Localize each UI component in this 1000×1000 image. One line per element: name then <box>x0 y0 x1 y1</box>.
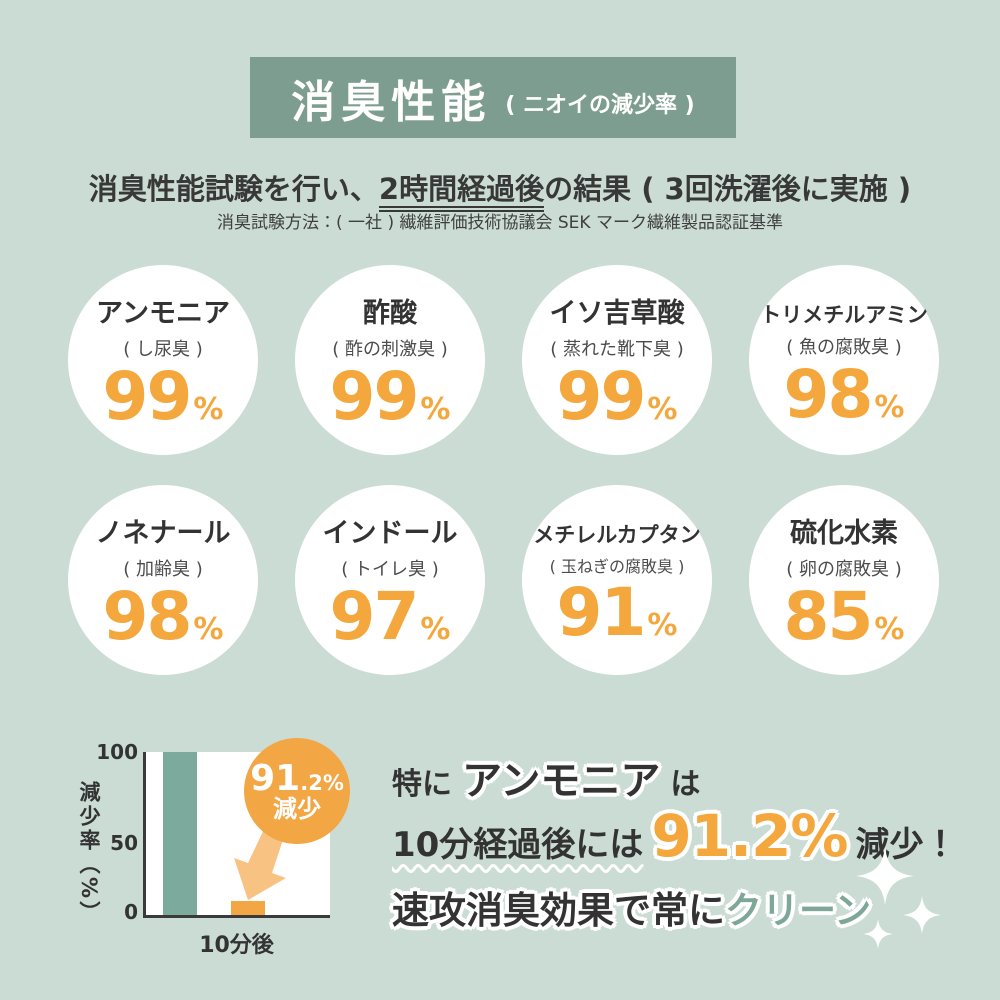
odor-name: 酢酸 <box>363 298 417 329</box>
stat-circle-ammonia: アンモニア ( し尿臭 ) 99% <box>68 265 258 455</box>
sparkle-icon <box>903 896 941 934</box>
odor-source: ( 酢の刺激臭 ) <box>332 338 448 360</box>
reduction-percent: 98% <box>783 356 905 434</box>
stat-circle-trimethylamine: トリメチルアミン ( 魚の腐敗臭 ) 98% <box>749 265 939 455</box>
feature-line-3: 速攻消臭効果で常に クリーン <box>392 880 871 934</box>
odor-name: メチレルカプタン <box>533 523 701 547</box>
odor-source: ( トイレ臭 ) <box>341 558 439 580</box>
odor-source: ( 魚の腐敗臭 ) <box>786 337 902 359</box>
odor-source: ( 卵の腐敗臭 ) <box>786 558 902 580</box>
bar-initial <box>163 752 197 915</box>
ammonia-reduction-chart: 減少率（%） 100 50 0 91.2% 減少 10分後 <box>60 715 370 970</box>
feature-line-1: 特に アンモニア は <box>392 748 700 806</box>
reduction-percent: 99% <box>556 357 678 435</box>
reduction-percent: 99% <box>329 357 451 435</box>
y-tick-50: 50 <box>110 831 138 855</box>
y-tick-100: 100 <box>96 740 138 764</box>
stat-circle-methyl-mercaptan: メチレルカプタン ( 玉ねぎの腐敗臭 ) 91% <box>522 485 712 675</box>
sparkle-icon <box>856 847 914 905</box>
header-badge: 消臭性能 ( ニオイの減少率 ) <box>250 57 736 138</box>
reduction-percent: 97% <box>329 577 451 655</box>
odor-source: ( 加齢臭 ) <box>123 558 203 580</box>
odor-name: ノネナール <box>95 518 231 549</box>
stat-circle-isovaleric-acid: イソ吉草酸 ( 蒸れた靴下臭 ) 99% <box>522 265 712 455</box>
odor-name: 硫化水素 <box>790 518 898 549</box>
feature-emphasis-ammonia: アンモニア <box>462 758 661 804</box>
bar-after-10min <box>231 900 265 915</box>
lead-before: 消臭性能試験を行い、 <box>88 172 379 206</box>
odor-source: ( し尿臭 ) <box>123 338 203 360</box>
odor-name: イソ吉草酸 <box>549 298 685 329</box>
annotation-label: 減少 <box>273 795 321 824</box>
y-tick-0: 0 <box>124 900 138 924</box>
stat-circle-acetic-acid: 酢酸 ( 酢の刺激臭 ) 99% <box>295 265 485 455</box>
feature-wavy-text: 10分経過後には <box>392 825 644 865</box>
odor-name: トリメチルアミン <box>760 303 928 327</box>
annotation-value: 91.2% <box>250 757 344 799</box>
odor-source: ( 蒸れた靴下臭 ) <box>550 338 684 360</box>
lead-after: の結果 ( 3回洗濯後に実施 ) <box>544 172 912 206</box>
x-axis-label: 10分後 <box>199 933 274 958</box>
stat-circle-indole: インドール ( トイレ臭 ) 97% <box>295 485 485 675</box>
page-subtitle: ( ニオイの減少率 ) <box>505 92 695 118</box>
feature-line-2: 10分経過後には 91.2% 減少！ <box>392 802 958 870</box>
sparkle-icon <box>863 919 893 949</box>
reduction-percent: 99% <box>102 357 224 435</box>
odor-source: ( 玉ねぎの腐敗臭 ) <box>549 557 685 577</box>
reduction-annotation-badge: 91.2% 減少 <box>244 738 350 844</box>
test-method-note: 消臭試験方法：( 一社 ) 繊維評価技術協議会 SEK マーク繊維製品認証基準 <box>217 213 783 233</box>
reduction-percent: 91% <box>556 574 678 652</box>
odor-name: インドール <box>322 518 458 549</box>
stat-circle-nonenal: ノネナール ( 加齢臭 ) 98% <box>68 485 258 675</box>
page-title: 消臭性能 <box>291 76 492 128</box>
reduction-percent: 85% <box>783 577 905 655</box>
odor-name: アンモニア <box>96 298 230 329</box>
y-axis-label: 減少率（%） <box>77 781 101 926</box>
feature-percent-value: 91.2% <box>651 802 848 870</box>
reduction-percent: 98% <box>102 577 224 655</box>
feature-accent-clean: クリーン <box>725 889 872 932</box>
feature-main-text: 速攻消臭効果で常に <box>392 889 725 932</box>
lead-underlined: 2時間経過後 <box>378 172 545 212</box>
stat-circle-hydrogen-sulfide: 硫化水素 ( 卵の腐敗臭 ) 85% <box>749 485 939 675</box>
lead-text: 消臭性能試験を行い、2時間経過後の結果 ( 3回洗濯後に実施 ) <box>0 166 1000 212</box>
